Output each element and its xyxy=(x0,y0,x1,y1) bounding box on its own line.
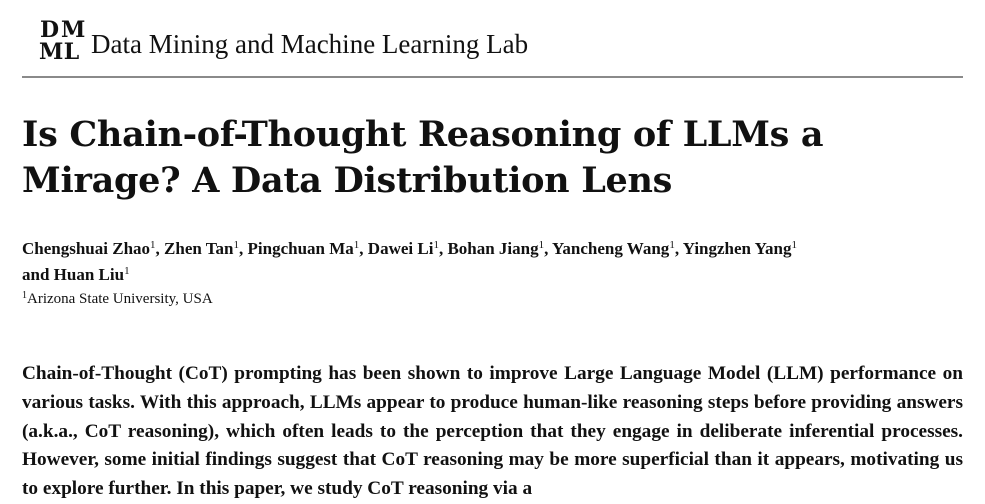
affiliation-mark: 1 xyxy=(233,239,240,251)
author: Chengshuai Zhao1 xyxy=(22,239,156,258)
dmml-logo-letters: D M M L xyxy=(39,17,85,65)
logo-letter: D xyxy=(39,17,59,43)
affiliation-text: Arizona State University, USA xyxy=(27,291,213,307)
author-list: Chengshuai Zhao1, Zhen Tan1, Pingchuan M… xyxy=(22,239,797,284)
affiliation: 1Arizona State University, USA xyxy=(22,290,213,308)
author-name: Yingzhen Yang xyxy=(682,239,792,258)
author: Zhen Tan1 xyxy=(164,239,239,258)
lab-header: D M M L Data Mining and Machine Learning… xyxy=(22,14,963,77)
logo-letter: M xyxy=(61,17,85,43)
logo-letter: L xyxy=(63,39,79,65)
logo-letter: M xyxy=(39,39,63,65)
author: Yancheng Wang1 xyxy=(552,239,675,258)
author-name: Yancheng Wang xyxy=(552,239,670,258)
affiliation-mark: 1 xyxy=(124,265,130,277)
author-name: Pingchuan Ma xyxy=(247,239,354,258)
affiliation-mark: 1 xyxy=(433,239,439,251)
author-name: Zhen Tan xyxy=(164,239,234,258)
author: Huan Liu1 xyxy=(54,265,130,284)
dmml-logo: D M M L xyxy=(39,17,85,65)
author-name: Chengshuai Zhao xyxy=(22,239,151,258)
abstract-text: Chain-of-Thought (CoT) prompting has bee… xyxy=(22,363,963,500)
author-name: Huan Liu xyxy=(53,265,125,284)
affiliation-mark: 1 xyxy=(353,239,360,251)
author-name: Dawei Li xyxy=(367,239,434,258)
affiliation-mark: 1 xyxy=(150,239,156,251)
author: Bohan Jiang1 xyxy=(447,239,544,258)
affiliation-mark: 1 xyxy=(791,239,797,251)
affiliation-mark: 1 xyxy=(22,290,27,301)
author-name: Bohan Jiang xyxy=(447,239,539,258)
author: Dawei Li1 xyxy=(368,239,439,258)
affiliation-mark: 1 xyxy=(669,239,675,251)
author: Pingchuan Ma1 xyxy=(248,239,360,258)
paper-title: Is Chain-of-Thought Reasoning of LLMs a … xyxy=(22,114,824,201)
header-divider xyxy=(22,76,963,78)
affiliation-mark: 1 xyxy=(538,239,545,251)
lab-name: Data Mining and Machine Learning Lab xyxy=(91,29,529,59)
author: Yingzhen Yang1 xyxy=(683,239,797,258)
